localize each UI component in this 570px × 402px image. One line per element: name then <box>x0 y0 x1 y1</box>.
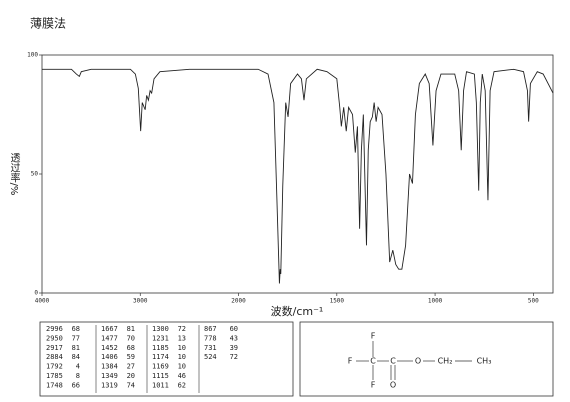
peak-transmittance: 10 <box>178 344 186 352</box>
peak-transmittance: 84 <box>72 353 80 361</box>
x-tick-label: 1000 <box>428 298 443 305</box>
peak-transmittance: 72 <box>230 353 238 361</box>
spectrum-line <box>42 68 554 284</box>
peak-transmittance: 43 <box>230 334 238 342</box>
x-tick-label: 3000 <box>133 298 148 305</box>
peak-wavenumber: 1748 <box>46 381 63 389</box>
x-tick-label: 1500 <box>330 298 345 305</box>
peak-transmittance: 8 <box>76 372 80 380</box>
y-tick-label: 100 <box>27 52 38 59</box>
peak-transmittance: 72 <box>178 325 186 333</box>
peak-transmittance: 74 <box>127 381 135 389</box>
atom-label: O <box>415 357 421 366</box>
peak-wavenumber: 1792 <box>46 363 63 371</box>
atom-label: C <box>370 357 376 366</box>
peak-transmittance: 68 <box>127 344 135 352</box>
peak-wavenumber: 1349 <box>101 372 118 380</box>
x-tick-label: 2000 <box>231 298 246 305</box>
peak-wavenumber: 1174 <box>152 353 169 361</box>
peak-transmittance: 39 <box>230 344 238 352</box>
plot-frame <box>41 54 554 294</box>
peak-wavenumber: 1452 <box>101 344 118 352</box>
atom-label: F <box>371 332 376 341</box>
y-tick-label: 50 <box>31 171 39 178</box>
y-tick-label: 0 <box>34 290 38 297</box>
peak-wavenumber: 1300 <box>152 325 169 333</box>
x-tick-label: 500 <box>528 298 539 305</box>
atom-label: CH₃ <box>477 357 492 366</box>
atom-label: F <box>371 381 376 390</box>
peak-wavenumber: 1011 <box>152 381 169 389</box>
y-axis-label: 透过率/% <box>8 152 20 195</box>
peak-transmittance: 10 <box>178 353 186 361</box>
peak-transmittance: 81 <box>127 325 135 333</box>
peak-transmittance: 4 <box>76 363 80 371</box>
peak-wavenumber: 2996 <box>46 325 63 333</box>
atom-label: CH₂ <box>438 357 453 366</box>
peak-wavenumber: 1169 <box>152 363 169 371</box>
peak-wavenumber: 778 <box>204 334 217 342</box>
peak-wavenumber: 1785 <box>46 372 63 380</box>
peak-wavenumber: 867 <box>204 325 217 333</box>
atom-label: C <box>390 357 396 366</box>
peak-wavenumber: 1185 <box>152 344 169 352</box>
peak-wavenumber: 1667 <box>101 325 118 333</box>
x-tick-label: 4000 <box>35 298 50 305</box>
peak-transmittance: 68 <box>72 325 80 333</box>
peak-wavenumber: 1231 <box>152 334 169 342</box>
peak-transmittance: 46 <box>178 372 186 380</box>
atom-label: F <box>348 357 353 366</box>
peak-transmittance: 20 <box>127 372 135 380</box>
bonds <box>356 341 472 380</box>
peak-transmittance: 66 <box>72 381 80 389</box>
structure-box <box>299 321 554 397</box>
peak-transmittance: 13 <box>178 334 186 342</box>
peak-transmittance: 77 <box>72 334 80 342</box>
peak-transmittance: 62 <box>178 381 186 389</box>
atom-label: O <box>390 381 396 390</box>
peak-wavenumber: 731 <box>204 344 217 352</box>
peak-wavenumber: 1384 <box>101 363 118 371</box>
peak-wavenumber: 2950 <box>46 334 63 342</box>
peak-wavenumber: 2917 <box>46 344 63 352</box>
peak-transmittance: 27 <box>127 363 135 371</box>
peak-transmittance: 59 <box>127 353 135 361</box>
peak-wavenumber: 1319 <box>101 381 118 389</box>
peak-wavenumber: 524 <box>204 353 217 361</box>
peak-transmittance: 81 <box>72 344 80 352</box>
peak-transmittance: 70 <box>127 334 135 342</box>
peak-table-box <box>39 321 294 397</box>
peak-wavenumber: 1406 <box>101 353 118 361</box>
peak-transmittance: 60 <box>230 325 238 333</box>
peak-wavenumber: 2884 <box>46 353 63 361</box>
peak-transmittance: 10 <box>178 363 186 371</box>
peak-wavenumber: 1115 <box>152 372 169 380</box>
x-axis-label: 波数/cm⁻¹ <box>271 305 324 318</box>
peak-wavenumber: 1477 <box>101 334 118 342</box>
page-title: 薄膜法 <box>30 16 66 31</box>
